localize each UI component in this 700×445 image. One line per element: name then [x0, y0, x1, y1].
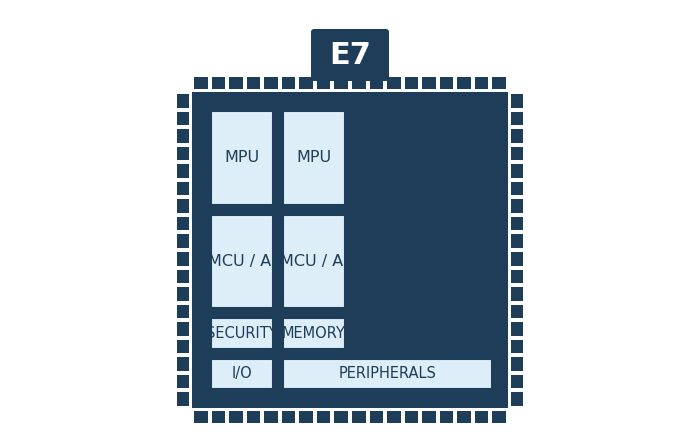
Bar: [511, 287, 523, 301]
Bar: [422, 77, 436, 89]
Bar: [370, 77, 383, 89]
Bar: [335, 411, 348, 423]
Text: I/O: I/O: [232, 366, 253, 381]
Bar: [194, 411, 208, 423]
Bar: [283, 359, 492, 389]
Bar: [283, 318, 345, 349]
Bar: [177, 392, 189, 406]
Bar: [177, 235, 189, 248]
Bar: [177, 287, 189, 301]
Bar: [475, 411, 489, 423]
Bar: [246, 411, 260, 423]
Bar: [370, 411, 383, 423]
Bar: [177, 305, 189, 318]
Bar: [317, 77, 330, 89]
Bar: [192, 92, 508, 408]
Bar: [283, 214, 345, 308]
Bar: [194, 77, 208, 89]
Bar: [387, 411, 400, 423]
Bar: [177, 357, 189, 371]
Bar: [177, 322, 189, 336]
Bar: [177, 199, 189, 213]
Bar: [511, 112, 523, 125]
Bar: [492, 77, 506, 89]
Bar: [283, 111, 345, 205]
Bar: [352, 77, 365, 89]
Bar: [246, 77, 260, 89]
Text: E7: E7: [329, 40, 371, 69]
Bar: [300, 411, 313, 423]
Bar: [211, 359, 273, 389]
Bar: [317, 411, 330, 423]
Bar: [177, 270, 189, 283]
Bar: [282, 77, 295, 89]
Bar: [211, 214, 273, 308]
Bar: [177, 340, 189, 353]
Bar: [177, 375, 189, 388]
Text: SECURITY: SECURITY: [206, 326, 278, 341]
Bar: [211, 77, 225, 89]
Bar: [511, 270, 523, 283]
Bar: [177, 252, 189, 266]
Bar: [211, 111, 273, 205]
Bar: [282, 411, 295, 423]
Bar: [177, 182, 189, 195]
Text: MEMORY: MEMORY: [282, 326, 346, 341]
Bar: [264, 77, 278, 89]
Bar: [335, 77, 348, 89]
Bar: [229, 77, 243, 89]
Bar: [511, 252, 523, 266]
Bar: [511, 357, 523, 371]
Bar: [405, 411, 418, 423]
Bar: [177, 217, 189, 231]
Bar: [177, 164, 189, 178]
Bar: [511, 94, 523, 108]
Bar: [511, 340, 523, 353]
Bar: [511, 164, 523, 178]
Text: MCU / AI: MCU / AI: [280, 254, 348, 269]
Text: MCU / AI: MCU / AI: [208, 254, 276, 269]
Bar: [440, 411, 454, 423]
Bar: [440, 77, 454, 89]
Bar: [405, 77, 418, 89]
Bar: [300, 77, 313, 89]
Bar: [511, 235, 523, 248]
Bar: [387, 77, 400, 89]
Bar: [511, 199, 523, 213]
Bar: [457, 411, 471, 423]
Bar: [177, 112, 189, 125]
Bar: [511, 129, 523, 143]
Bar: [229, 411, 243, 423]
Bar: [177, 129, 189, 143]
Bar: [511, 392, 523, 406]
Bar: [511, 305, 523, 318]
Bar: [177, 147, 189, 160]
Bar: [457, 77, 471, 89]
Bar: [211, 318, 273, 349]
Bar: [511, 182, 523, 195]
Bar: [511, 147, 523, 160]
Text: MPU: MPU: [225, 150, 260, 166]
Bar: [511, 375, 523, 388]
Bar: [475, 77, 489, 89]
Text: PERIPHERALS: PERIPHERALS: [339, 366, 437, 381]
Bar: [264, 411, 278, 423]
FancyBboxPatch shape: [311, 29, 389, 81]
Bar: [352, 411, 365, 423]
Bar: [511, 322, 523, 336]
Bar: [211, 411, 225, 423]
Bar: [492, 411, 506, 423]
Text: MPU: MPU: [296, 150, 332, 166]
Bar: [511, 217, 523, 231]
Bar: [177, 94, 189, 108]
Bar: [422, 411, 436, 423]
